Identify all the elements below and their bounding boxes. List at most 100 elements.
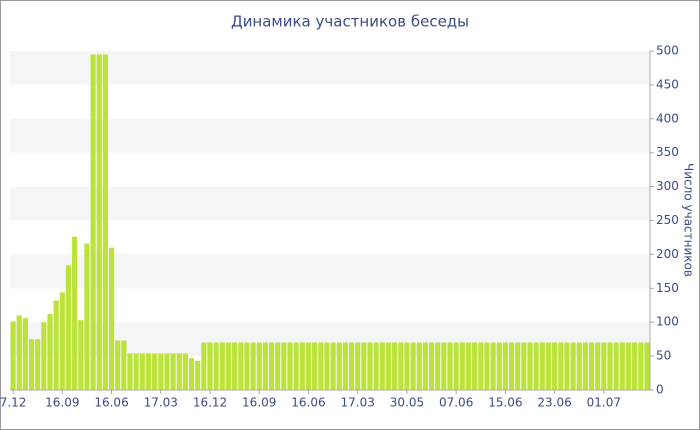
bar	[139, 353, 145, 390]
bar	[170, 353, 176, 390]
bar	[47, 314, 53, 390]
x-tick-label: 15.06	[488, 396, 522, 410]
y-tick-label: 150	[656, 281, 679, 295]
bar	[527, 342, 533, 390]
y-tick-label: 50	[656, 349, 671, 363]
bar	[478, 342, 484, 390]
y-tick-label: 300	[656, 179, 679, 193]
bar	[65, 265, 72, 390]
bar	[638, 342, 644, 390]
bar	[262, 342, 268, 390]
bar	[601, 342, 607, 390]
x-tick-label: 30.05	[390, 396, 424, 410]
bar	[275, 342, 281, 390]
grid-band	[10, 51, 650, 85]
bar	[619, 342, 625, 390]
bar	[182, 353, 188, 390]
bar	[324, 342, 330, 390]
bar	[293, 342, 299, 390]
bar	[428, 342, 435, 390]
x-tick-label: 17.03	[341, 396, 375, 410]
bar	[145, 353, 152, 390]
bar	[558, 342, 564, 390]
bar	[219, 342, 225, 390]
bar	[435, 342, 441, 390]
bar	[207, 342, 213, 390]
grid-band	[10, 186, 650, 221]
bar	[453, 342, 459, 390]
bar	[127, 353, 133, 390]
bar	[625, 342, 632, 390]
bar	[268, 342, 275, 390]
y-tick-label: 350	[656, 145, 679, 159]
bar	[582, 342, 588, 390]
bar	[312, 342, 318, 390]
x-tick-label: 17.03	[144, 396, 178, 410]
bar	[108, 247, 115, 390]
grid-band	[10, 254, 650, 289]
bar	[53, 300, 59, 390]
x-tick-label: 7.12	[0, 396, 26, 410]
bar	[164, 353, 170, 390]
bar	[552, 342, 558, 390]
bar	[121, 340, 127, 390]
x-tick-label: 16.09	[45, 396, 79, 410]
bar	[502, 342, 508, 390]
y-tick-label: 100	[656, 315, 679, 329]
bar	[90, 54, 96, 390]
y-tick-label: 250	[656, 213, 679, 227]
bar	[287, 342, 293, 390]
bar	[152, 353, 158, 390]
chart-title: Динамика участников беседы	[231, 13, 469, 31]
bar	[158, 353, 164, 390]
bar	[588, 342, 595, 390]
bar	[225, 342, 232, 390]
bar	[465, 342, 472, 390]
bar	[72, 236, 78, 390]
bar	[102, 54, 108, 390]
bar	[533, 342, 539, 390]
bar	[422, 342, 428, 390]
bar	[564, 342, 570, 390]
bar	[348, 342, 355, 390]
bar	[115, 340, 121, 390]
bar	[232, 342, 238, 390]
bar	[201, 342, 207, 390]
bar	[299, 342, 305, 390]
y-tick-label: 450	[656, 77, 679, 91]
bar	[342, 342, 348, 390]
bar	[416, 342, 422, 390]
bar	[213, 342, 219, 390]
bar	[41, 322, 47, 390]
bar	[521, 342, 527, 390]
bar	[22, 318, 28, 390]
bar	[281, 342, 287, 390]
bar	[250, 342, 256, 390]
bar	[367, 342, 373, 390]
x-tick-label: 07.06	[439, 396, 473, 410]
x-tick-label: 16.06	[291, 396, 325, 410]
bar	[176, 353, 182, 390]
bar	[385, 342, 392, 390]
bar	[373, 342, 379, 390]
y-tick-label: 400	[656, 111, 679, 125]
x-tick-label: 16.06	[94, 396, 128, 410]
bar	[244, 342, 250, 390]
x-tick-label: 16.12	[193, 396, 227, 410]
bar	[195, 360, 201, 390]
bar	[607, 342, 613, 390]
bar	[508, 342, 515, 390]
bar	[336, 342, 342, 390]
bar	[16, 315, 22, 390]
bar	[570, 342, 576, 390]
bar	[459, 342, 465, 390]
bar	[447, 342, 453, 390]
grid-band	[10, 118, 650, 153]
bar	[379, 342, 385, 390]
bar	[410, 342, 416, 390]
bar	[330, 342, 336, 390]
bar	[355, 342, 361, 390]
bar	[318, 342, 324, 390]
bar	[576, 342, 582, 390]
